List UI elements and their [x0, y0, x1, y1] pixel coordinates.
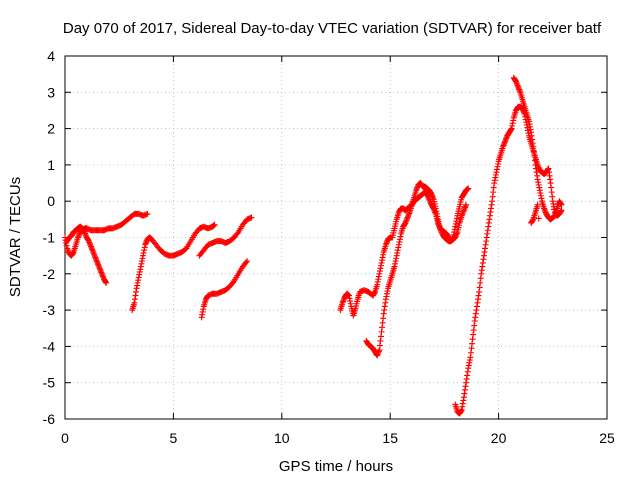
data-point [463, 201, 470, 208]
y-axis-label: SDTVAR / TECUs [7, 177, 24, 297]
axis-ticks: 0 5 10 15 20 25 -6 -5 -4 -3 -2 -1 0 1 2 3 4 [43, 48, 615, 446]
x-tick-label: 5 [170, 430, 178, 446]
y-tick-label: 2 [47, 121, 55, 137]
y-tick-label: -6 [43, 411, 56, 427]
x-axis-label: GPS time / hours [279, 458, 393, 475]
data-point [211, 221, 218, 228]
y-tick-label: -2 [43, 266, 56, 282]
data-point [103, 279, 110, 286]
x-tick-label: 15 [382, 430, 398, 446]
y-tick-label: -5 [43, 375, 56, 391]
y-tick-label: 0 [47, 193, 55, 209]
data-point [248, 214, 255, 221]
data-point [230, 279, 237, 286]
data-point [465, 185, 472, 192]
y-tick-label: 1 [47, 157, 55, 173]
x-tick-label: 0 [61, 430, 69, 446]
data-point [535, 215, 542, 222]
x-tick-label: 20 [491, 430, 507, 446]
grid [65, 56, 607, 419]
data-point [144, 210, 151, 217]
chart-title: Day 070 of 2017, Sidereal Day-to-day VTE… [63, 20, 602, 37]
data-point [534, 201, 541, 208]
y-tick-label: -1 [43, 230, 56, 246]
y-tick-label: -3 [43, 302, 56, 318]
x-tick-label: 25 [599, 430, 615, 446]
data-point [558, 201, 565, 208]
y-tick-label: 3 [47, 84, 55, 100]
data-point [234, 230, 241, 237]
y-tick-label: 4 [47, 48, 55, 64]
data-point [543, 210, 550, 217]
data-point [244, 258, 251, 265]
data-point [243, 259, 250, 266]
y-tick-label: -4 [43, 338, 56, 354]
data-points [62, 74, 565, 417]
data-point [550, 206, 557, 213]
x-tick-label: 10 [274, 430, 290, 446]
